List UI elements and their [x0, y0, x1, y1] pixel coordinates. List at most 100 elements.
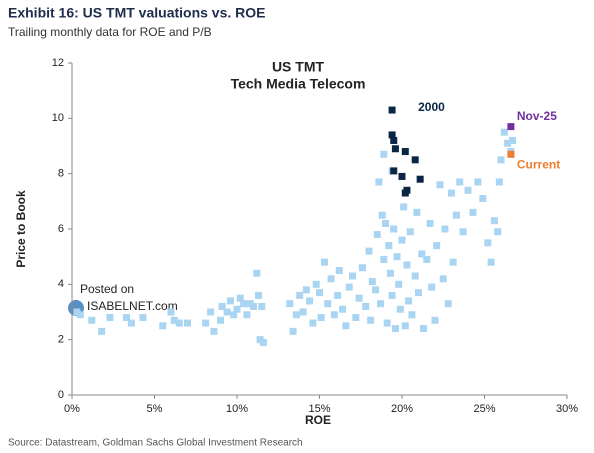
watermark-line1: Posted on: [80, 282, 134, 296]
point: [395, 280, 403, 288]
point: [217, 316, 224, 324]
point: [258, 302, 266, 310]
x-axis-label: ROE: [305, 413, 331, 427]
point: [494, 228, 502, 236]
point: [383, 319, 391, 327]
point: [400, 203, 408, 211]
point: [398, 236, 406, 244]
y-axis-label: Price to Book: [14, 190, 28, 268]
point: [327, 275, 335, 283]
point: [159, 322, 167, 330]
page-subtitle: Trailing monthly data for ROE and P/B: [8, 25, 212, 39]
point: [490, 217, 498, 225]
watermark-line2: ISABELNET.com: [87, 299, 178, 313]
point: [375, 178, 383, 186]
point: [76, 311, 84, 319]
point: [299, 308, 307, 316]
point: [497, 156, 505, 164]
point: [504, 139, 512, 147]
point: [292, 311, 300, 319]
point: [167, 308, 175, 316]
y-tick-label: 4: [58, 278, 64, 290]
point: [380, 150, 388, 158]
point: [233, 305, 241, 313]
point: [139, 314, 147, 322]
point: [401, 322, 409, 330]
point: [398, 172, 406, 180]
point: [259, 338, 267, 346]
x-tick-label: 5%: [147, 403, 163, 415]
point: [423, 255, 431, 263]
point: [88, 316, 96, 324]
page-title: Exhibit 16: US TMT valuations vs. ROE: [8, 5, 266, 21]
point: [382, 219, 389, 227]
point: [484, 239, 492, 247]
point: [487, 258, 495, 266]
point: [355, 294, 363, 302]
point: [415, 289, 422, 297]
point: [372, 286, 380, 294]
point: [362, 302, 370, 310]
point: [431, 316, 439, 324]
point: [184, 319, 191, 327]
point: [202, 319, 210, 327]
point: [388, 291, 396, 299]
point: [500, 128, 508, 136]
point: [207, 308, 215, 316]
point: [122, 314, 130, 322]
point: [385, 242, 393, 250]
point: [243, 311, 251, 319]
point: [390, 136, 398, 144]
x-tick-label: 10%: [226, 403, 248, 415]
point: [302, 286, 310, 294]
point: [416, 175, 424, 183]
point: [444, 300, 452, 308]
point: [342, 322, 350, 330]
point: [456, 178, 464, 186]
y-tick-label: 6: [58, 223, 64, 235]
point: [335, 267, 343, 274]
point: [368, 278, 376, 286]
y-tick-label: 12: [52, 57, 64, 69]
point: [339, 305, 347, 313]
point: [479, 195, 487, 203]
point: [378, 211, 386, 219]
point: [218, 302, 226, 310]
x-tick-label: 20%: [391, 403, 413, 415]
point: [428, 283, 436, 291]
series-label: Current: [517, 157, 560, 171]
y-tick-label: 0: [58, 389, 64, 401]
point: [452, 211, 460, 219]
point: [380, 255, 388, 263]
point: [495, 178, 503, 186]
point: [312, 280, 320, 288]
point: [365, 247, 373, 255]
point: [405, 297, 413, 305]
point: [106, 314, 114, 322]
point: [391, 145, 399, 153]
point: [254, 291, 262, 299]
point: [316, 289, 323, 297]
point: [289, 327, 297, 335]
point: [464, 186, 472, 194]
series-label: Nov-25: [517, 109, 557, 123]
point: [507, 123, 515, 131]
chart-subtitle: Tech Media Telecom: [231, 76, 366, 92]
point: [250, 302, 257, 310]
point: [210, 327, 218, 335]
point: [388, 106, 396, 114]
point: [507, 150, 515, 158]
y-tick-label: 10: [52, 112, 64, 124]
point: [386, 269, 394, 277]
source-note: Source: Datastream, Goldman Sachs Global…: [8, 438, 303, 449]
point: [367, 316, 375, 324]
point: [441, 225, 449, 233]
point: [449, 258, 457, 266]
point: [393, 253, 401, 261]
x-tick-label: 30%: [556, 403, 578, 415]
point: [253, 269, 261, 277]
x-tick-label: 15%: [308, 403, 330, 415]
point: [509, 136, 517, 144]
